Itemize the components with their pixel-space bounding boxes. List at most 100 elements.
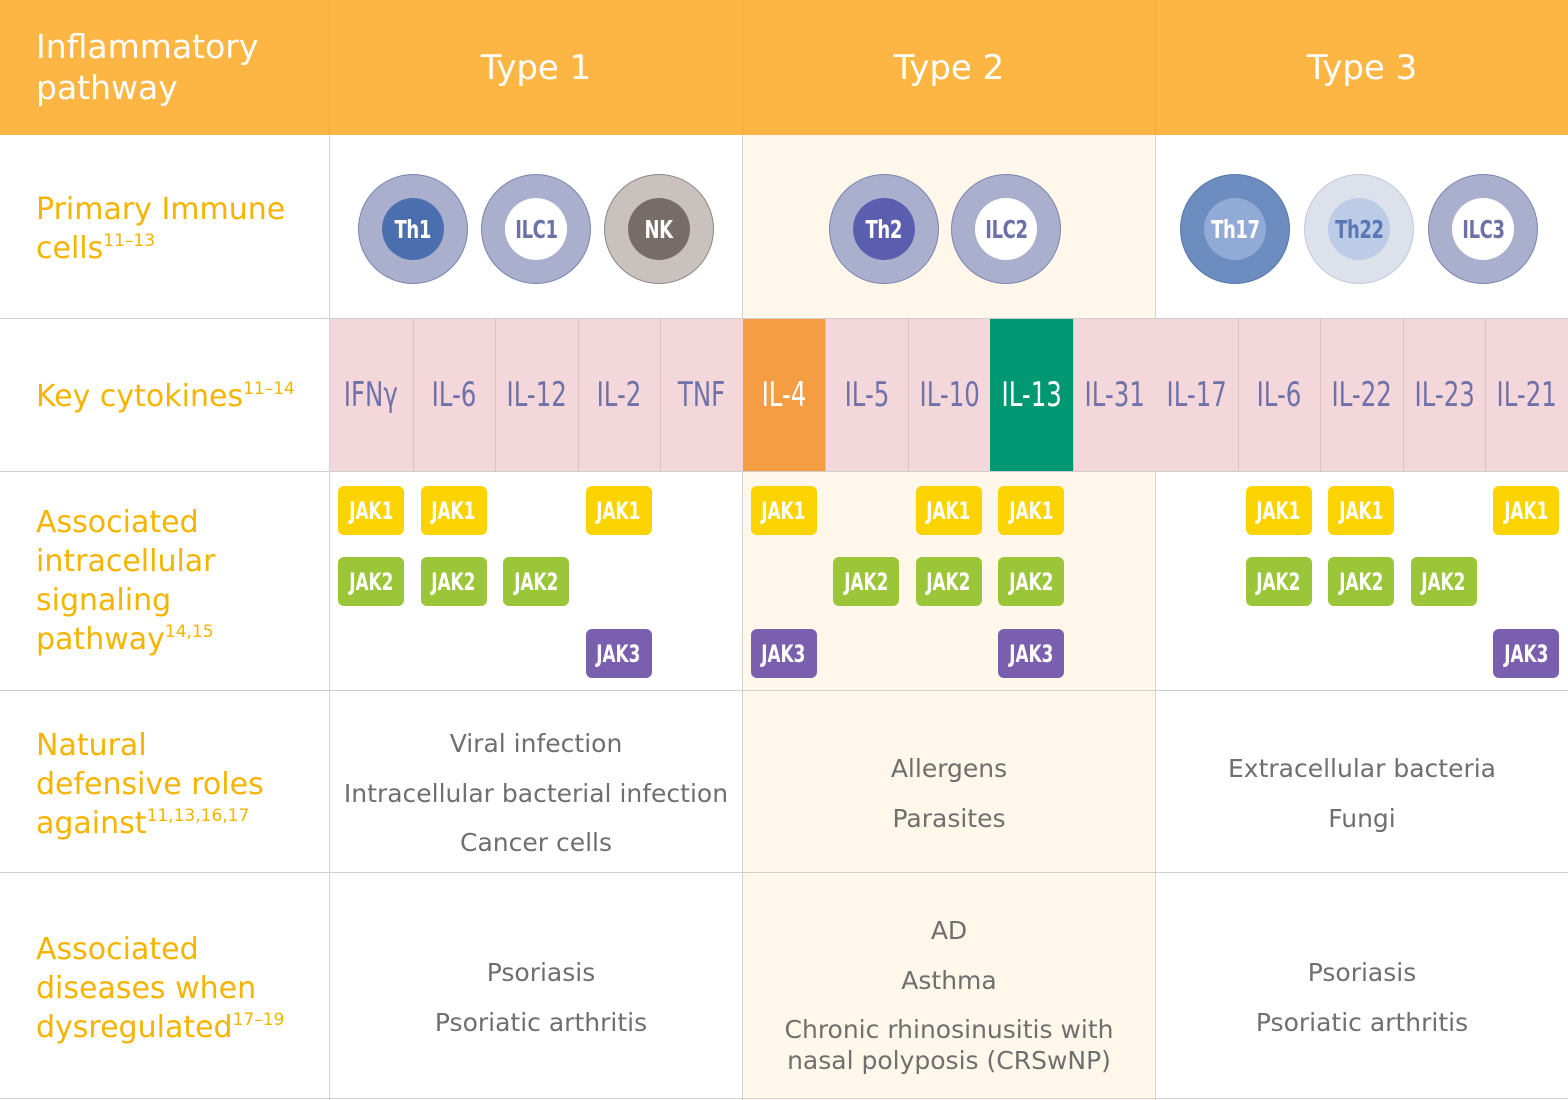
disease-item: nasal polyposis (CRSwNP) (787, 1046, 1111, 1075)
cytokine-label: IL-23 (1414, 375, 1475, 415)
cytokine-label: IL-13 (1001, 375, 1062, 415)
jak1-label: JAK1 (1008, 496, 1054, 525)
cytokine-label: IL-12 (506, 375, 567, 415)
cell-label: Th22 (1334, 214, 1384, 244)
role-item: Fungi (1328, 803, 1396, 833)
row-label-refs: 14,15 (164, 622, 214, 642)
cell-label: NK (644, 214, 674, 244)
jak2-badge: JAK2 (1410, 557, 1477, 606)
cytokine-label: IL-4 (761, 375, 807, 415)
roles-type3: Extracellular bacteria Fungi (1156, 744, 1568, 843)
roles-type1: Viral infection Intracellular bacterial … (330, 719, 742, 868)
disease-item: Psoriatic arthritis (434, 1007, 648, 1037)
cytokine-cell: IL-10 (907, 319, 991, 471)
disease-item: Psoriatic arthritis (1255, 1007, 1469, 1037)
jak2-badge: JAK2 (1245, 557, 1312, 606)
cytokine-label: TNF (678, 375, 726, 415)
jak1-badge: JAK1 (338, 486, 404, 535)
disease-item: Chronic rhinosinusitis with (784, 1015, 1114, 1044)
jak2-label: JAK2 (1338, 567, 1384, 596)
cytokine-label: IL-10 (919, 375, 980, 415)
jak1-label: JAK1 (596, 496, 641, 525)
jak1-label: JAK1 (1503, 496, 1549, 525)
cell-label: Th1 (394, 214, 432, 244)
header-divider (329, 0, 330, 135)
diseases-type2: AD Asthma Chronic rhinosinusitis with na… (743, 906, 1155, 1076)
row-divider (0, 872, 1568, 873)
disease-item: Psoriasis (486, 958, 596, 987)
jak1-badge: JAK1 (420, 486, 487, 535)
row-label-text: Associated intracellular signaling pathw… (36, 505, 216, 657)
jak1-label: JAK1 (348, 496, 394, 525)
cell-label: ILC2 (984, 214, 1028, 244)
diseases-type3: Psoriasis Psoriatic arthritis (1156, 948, 1568, 1047)
cell-label: Th2 (865, 214, 903, 244)
cell-th22: Th22 (1304, 174, 1414, 284)
cell-th1: Th1 (358, 174, 468, 284)
cytokine-cell: TNF (660, 319, 743, 471)
cytokine-cell: IL-21 (1485, 319, 1568, 471)
jak2-badge: JAK2 (338, 557, 404, 606)
row-label-text: Natural defensive roles against (36, 728, 264, 841)
jak3-label: JAK3 (596, 639, 641, 668)
jak1-badge: JAK1 (1245, 486, 1312, 535)
row-label-signaling: Associated intracellular signaling pathw… (36, 503, 266, 659)
row-label-refs: 11,13,16,17 (146, 806, 250, 826)
jak2-label: JAK2 (1256, 567, 1301, 596)
jak3-label: JAK3 (761, 639, 806, 668)
row-divider (0, 471, 1568, 472)
role-item: Viral infection (449, 729, 623, 758)
jak3-badge: JAK3 (585, 629, 652, 678)
cytokine-label: IL-6 (1256, 375, 1302, 415)
jak1-label: JAK1 (1338, 496, 1384, 525)
cell-th17: Th17 (1180, 174, 1290, 284)
row-divider (0, 1098, 1568, 1099)
type3-title: Type 3 (1306, 47, 1418, 88)
header-band (0, 0, 1568, 135)
jak2-badge: JAK2 (503, 557, 569, 606)
jak2-badge: JAK2 (1328, 557, 1394, 606)
cytokine-label: IL-31 (1084, 375, 1145, 415)
cell-label: Th17 (1210, 214, 1260, 244)
type1-title: Type 1 (480, 47, 592, 88)
disease-item: Asthma (901, 965, 997, 995)
jak1-label: JAK1 (926, 496, 971, 525)
type2-title: Type 2 (893, 47, 1005, 88)
jak2-badge: JAK2 (833, 557, 899, 606)
cytokine-cell: IL-12 (495, 319, 578, 471)
cell-ilc1: ILC1 (481, 174, 591, 284)
disease-item: AD (930, 916, 968, 945)
jak2-label: JAK2 (843, 567, 889, 596)
header-label: Inflammatory pathway (36, 27, 259, 107)
header-divider (742, 0, 743, 135)
cytokine-label: IL-5 (844, 375, 890, 415)
jak3-label: JAK3 (1503, 639, 1549, 668)
jak2-badge: JAK2 (915, 557, 982, 606)
jak2-label: JAK2 (1008, 567, 1054, 596)
cell-ilc3: ILC3 (1428, 174, 1538, 284)
row-label-diseases: Associated diseases when dysregulated17–… (36, 930, 286, 1047)
role-item: Intracellular bacterial infection (343, 778, 729, 808)
row-divider (0, 690, 1568, 691)
cytokine-label: IFNγ (344, 375, 399, 415)
jak2-badge: JAK2 (998, 557, 1064, 606)
jak2-label: JAK2 (926, 567, 971, 596)
cell-nk: NK (604, 174, 714, 284)
cytokine-band (330, 319, 1568, 471)
cytokine-cell: IL-17 (1155, 319, 1238, 471)
row-label-text: Key cytokines (36, 379, 244, 414)
jak3-label: JAK3 (1008, 639, 1054, 668)
cytokine-label: IL-2 (596, 375, 642, 415)
row-divider (0, 318, 1568, 319)
jak2-badge: JAK2 (420, 557, 487, 606)
jak1-badge: JAK1 (1328, 486, 1394, 535)
jak1-badge: JAK1 (998, 486, 1064, 535)
role-item: Parasites (892, 803, 1006, 833)
cytokine-cell: IL-6 (412, 319, 496, 471)
jak3-badge: JAK3 (750, 629, 817, 678)
diseases-type1: Psoriasis Psoriatic arthritis (330, 948, 752, 1047)
column-divider (329, 135, 330, 1100)
jak2-label: JAK2 (431, 567, 476, 596)
cytokine-cell: IL-5 (825, 319, 908, 471)
